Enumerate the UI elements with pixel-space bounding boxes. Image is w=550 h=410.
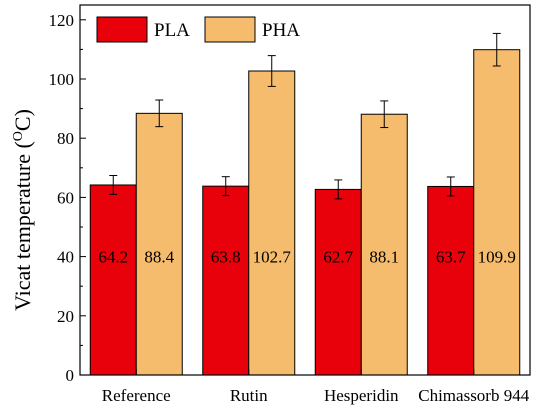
y-tick-label-120: 120 <box>49 11 75 30</box>
x-category-label-0: Reference <box>102 386 171 405</box>
value-label-pha-3: 109.9 <box>478 248 516 267</box>
value-label-pha-2: 88.1 <box>369 248 399 267</box>
bar-pla-1 <box>202 185 250 376</box>
bar-pha-2 <box>360 113 408 376</box>
value-label-pla-3: 63.7 <box>436 248 466 267</box>
axes-layer: 0 20 40 60 80 100 120 Reference Rutin Hesperidin C… <box>49 4 531 405</box>
bar-pha-0 <box>135 112 183 376</box>
y-tick-label-80: 80 <box>57 129 74 148</box>
plot-frame <box>79 4 531 376</box>
x-category-label-2: Hesperidin <box>324 386 399 405</box>
y-axis-label-main: Vicat temperature ( <box>10 141 35 311</box>
value-label-pla-1: 63.8 <box>211 248 241 267</box>
value-label-pha-1: 102.7 <box>253 248 292 267</box>
bar-pha-1 <box>248 70 296 376</box>
y-tick-label-100: 100 <box>49 70 75 89</box>
y-tick-label-40: 40 <box>57 248 74 267</box>
legend-swatch-pha <box>204 16 256 43</box>
y-tick-label-60: 60 <box>57 188 74 207</box>
error-bars-layer <box>109 32 501 200</box>
x-category-label-1: Rutin <box>230 386 268 405</box>
value-labels-layer: 64.2 63.8 62.7 63.7 88.4 102.7 88.1 109.9 <box>98 248 516 267</box>
value-label-pha-0: 88.4 <box>144 248 174 267</box>
y-tick-label-20: 20 <box>57 307 74 326</box>
y-axis-label-unit-sup: O <box>11 131 26 141</box>
bar-pla-3 <box>427 185 475 376</box>
value-label-pla-0: 64.2 <box>98 248 128 267</box>
bar-pha-3 <box>473 49 521 376</box>
legend: PLA PHA <box>96 16 300 43</box>
legend-label-pla: PLA <box>154 20 190 41</box>
legend-label-pha: PHA <box>262 20 300 41</box>
bar-pla-0 <box>89 184 137 376</box>
y-axis-label: Vicat temperature (OC) <box>10 109 35 311</box>
bars-layer <box>89 49 521 376</box>
legend-swatch-pla <box>96 16 148 43</box>
y-axis-label-unit: C) <box>10 109 35 131</box>
y-tick-label-0: 0 <box>66 366 75 385</box>
x-category-label-3: Chimassorb 944 <box>418 386 529 405</box>
value-label-pla-2: 62.7 <box>323 248 353 267</box>
bar-pla-2 <box>314 188 362 376</box>
